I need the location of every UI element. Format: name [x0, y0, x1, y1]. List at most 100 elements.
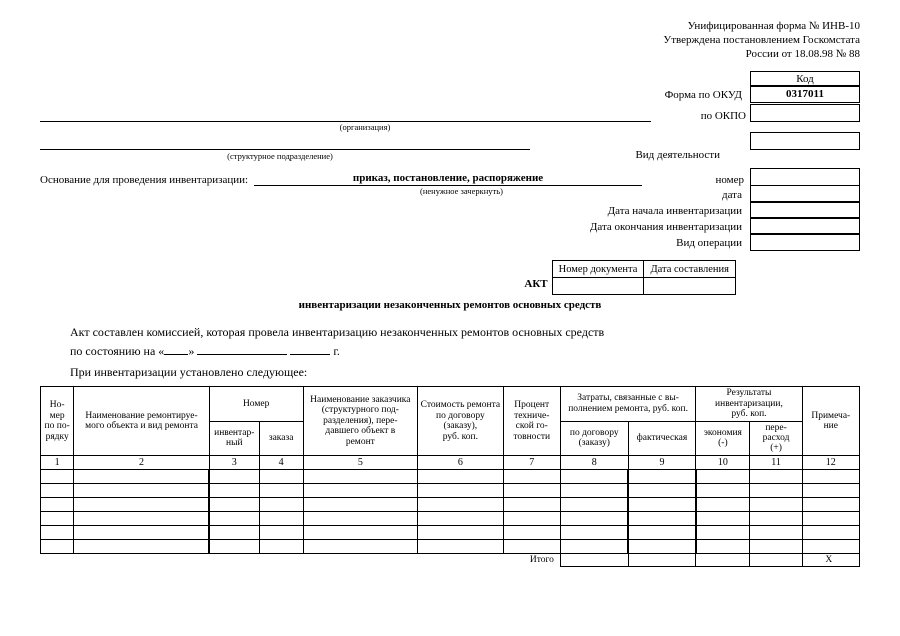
table-cell[interactable] [696, 539, 750, 553]
total-c10[interactable] [696, 553, 750, 566]
table-cell[interactable] [750, 483, 802, 497]
table-cell[interactable] [259, 511, 303, 525]
table-cell[interactable] [41, 469, 74, 483]
table-row [41, 483, 860, 497]
table-cell[interactable] [696, 511, 750, 525]
table-cell[interactable] [209, 483, 259, 497]
table-cell[interactable] [560, 497, 628, 511]
table-cell[interactable] [259, 469, 303, 483]
table-cell[interactable] [503, 497, 560, 511]
date-month[interactable] [197, 354, 287, 355]
table-cell[interactable] [560, 469, 628, 483]
table-cell[interactable] [560, 511, 628, 525]
table-cell[interactable] [259, 483, 303, 497]
okpo-code[interactable] [750, 104, 860, 122]
table-cell[interactable] [259, 539, 303, 553]
table-cell[interactable] [74, 483, 209, 497]
date-year[interactable] [290, 354, 330, 355]
table-cell[interactable] [628, 539, 696, 553]
table-cell[interactable] [303, 497, 418, 511]
table-cell[interactable] [303, 483, 418, 497]
col-3: Номер [209, 387, 303, 421]
numdoc-value[interactable] [552, 278, 644, 295]
table-cell[interactable] [503, 511, 560, 525]
table-cell[interactable] [209, 469, 259, 483]
table-cell[interactable] [41, 483, 74, 497]
table-cell[interactable] [802, 539, 859, 553]
table-row [41, 525, 860, 539]
vid-oper[interactable] [750, 233, 860, 251]
table-cell[interactable] [74, 511, 209, 525]
table-cell[interactable] [209, 539, 259, 553]
table-row [41, 511, 860, 525]
table-cell[interactable] [750, 469, 802, 483]
table-cell[interactable] [418, 497, 503, 511]
table-cell[interactable] [628, 469, 696, 483]
table-cell[interactable] [628, 511, 696, 525]
table-cell[interactable] [303, 525, 418, 539]
table-cell[interactable] [74, 525, 209, 539]
table-cell[interactable] [418, 483, 503, 497]
colnum-row: 1 2 3 4 5 6 7 8 9 10 11 12 [41, 455, 860, 469]
table-cell[interactable] [802, 525, 859, 539]
table-cell[interactable] [750, 525, 802, 539]
table-cell[interactable] [560, 539, 628, 553]
total-c11[interactable] [750, 553, 802, 566]
table-cell[interactable] [74, 497, 209, 511]
table-cell[interactable] [696, 483, 750, 497]
total-c9[interactable] [628, 553, 696, 566]
table-cell[interactable] [259, 525, 303, 539]
table-cell[interactable] [802, 511, 859, 525]
table-cell[interactable] [418, 539, 503, 553]
org-input-line[interactable] [40, 108, 651, 122]
table-cell[interactable] [418, 469, 503, 483]
table-cell[interactable] [628, 483, 696, 497]
table-cell[interactable] [503, 539, 560, 553]
table-cell[interactable] [41, 511, 74, 525]
table-cell[interactable] [209, 525, 259, 539]
col-7b: фактическая [628, 421, 696, 455]
basis-number[interactable] [750, 168, 860, 186]
table-cell[interactable] [503, 469, 560, 483]
table-cell[interactable] [560, 525, 628, 539]
table-cell[interactable] [303, 469, 418, 483]
table-cell[interactable] [696, 525, 750, 539]
table-cell[interactable] [628, 497, 696, 511]
table-cell[interactable] [74, 469, 209, 483]
table-cell[interactable] [418, 525, 503, 539]
dept-code[interactable] [750, 132, 860, 150]
table-cell[interactable] [41, 539, 74, 553]
table-cell[interactable] [696, 469, 750, 483]
total-c8[interactable] [560, 553, 628, 566]
table-cell[interactable] [628, 525, 696, 539]
table-cell[interactable] [696, 497, 750, 511]
table-cell[interactable] [503, 483, 560, 497]
akt-title: АКТ [524, 260, 551, 290]
col-1: Но- мер по по- рядку [41, 387, 74, 456]
table-cell[interactable] [802, 483, 859, 497]
numdoc-header: Номер документа [552, 261, 644, 278]
table-cell[interactable] [209, 511, 259, 525]
table-cell[interactable] [560, 483, 628, 497]
table-cell[interactable] [750, 497, 802, 511]
table-cell[interactable] [503, 525, 560, 539]
table-cell[interactable] [303, 511, 418, 525]
table-cell[interactable] [259, 497, 303, 511]
col-9: Примеча- ние [802, 387, 859, 456]
table-cell[interactable] [418, 511, 503, 525]
basis-row: Основание для проведения инвентаризации:… [40, 168, 860, 186]
akt-block: АКТ Номер документа Дата составления [40, 260, 860, 295]
table-cell[interactable] [74, 539, 209, 553]
table-cell[interactable] [802, 497, 859, 511]
basis-value[interactable]: приказ, постановление, распоряжение [254, 172, 642, 186]
dept-input-line[interactable] [40, 136, 530, 150]
table-cell[interactable] [41, 497, 74, 511]
table-cell[interactable] [41, 525, 74, 539]
table-cell[interactable] [209, 497, 259, 511]
table-cell[interactable] [750, 511, 802, 525]
table-cell[interactable] [802, 469, 859, 483]
date-day[interactable] [164, 354, 188, 355]
table-cell[interactable] [303, 539, 418, 553]
datecomp-value[interactable] [644, 278, 736, 295]
table-cell[interactable] [750, 539, 802, 553]
